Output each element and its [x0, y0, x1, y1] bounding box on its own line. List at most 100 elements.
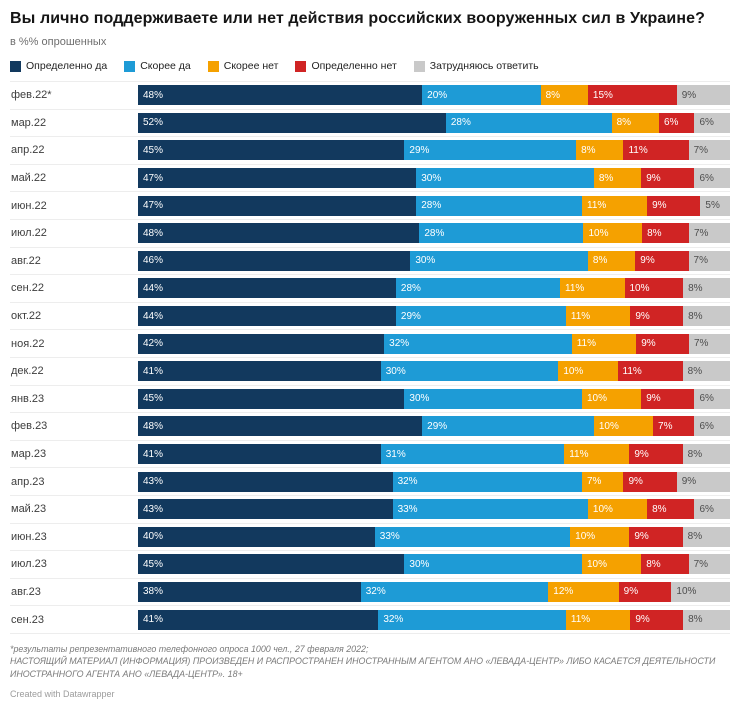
bar-row: янв.23 45% 30% 10% 9% 6% [10, 384, 730, 413]
bar-segment: 9% [629, 526, 683, 547]
bar-segment: 28% [416, 195, 582, 216]
bar-segment: 8% [576, 140, 624, 161]
stacked-bar: 44% 29% 11% 9% 8% [138, 306, 730, 327]
segment-value-label: 9% [640, 255, 655, 267]
legend-label: Скорее нет [223, 60, 279, 72]
bar-segment: 41% [138, 444, 381, 465]
bar-segment: 8% [611, 112, 659, 133]
stacked-bar: 48% 29% 10% 7% 6% [138, 416, 730, 437]
bar-segment: 8% [682, 444, 730, 465]
bar-segment: 10% [582, 388, 642, 409]
chart-container: Вы лично поддерживаете или нет действия … [10, 10, 731, 634]
segment-value-label: 44% [143, 282, 164, 294]
bar-segment: 5% [700, 195, 730, 216]
segment-value-label: 8% [687, 365, 703, 377]
segment-value-label: 10% [629, 282, 650, 294]
segment-value-label: 9% [681, 476, 697, 488]
segment-value-label: 46% [143, 255, 164, 267]
bar-segment: 30% [380, 361, 559, 382]
legend-item: Скорее нет [207, 60, 279, 72]
segment-value-label: 47% [143, 200, 164, 212]
stacked-bar: 41% 31% 11% 9% 8% [138, 444, 730, 465]
bar-row: мар.22 52% 28% 8% 6% 6% [10, 108, 730, 137]
segment-value-label: 41% [143, 614, 164, 626]
stacked-bar: 42% 32% 11% 9% 7% [138, 333, 730, 354]
bar-segment: 48% [138, 85, 423, 106]
bar-segment: 32% [392, 471, 582, 492]
row-label: сен.23 [11, 613, 44, 626]
bar-segment: 8% [683, 278, 730, 299]
segment-value-label: 30% [409, 393, 430, 405]
stacked-bar: 38% 32% 12% 9% 10% [138, 581, 730, 602]
segment-value-label: 9% [652, 200, 667, 212]
segment-value-label: 6% [699, 420, 714, 432]
segment-value-label: 7% [693, 144, 709, 156]
row-label: авг.22 [11, 254, 41, 267]
bar-segment: 8% [587, 250, 636, 271]
bar-segment: 30% [404, 554, 582, 575]
segment-value-label: 28% [424, 227, 445, 239]
segment-value-label: 28% [450, 117, 471, 129]
bar-segment: 47% [138, 168, 417, 189]
bar-segment: 11% [565, 609, 631, 630]
bar-row: мар.23 41% 31% 11% 9% 8% [10, 439, 730, 468]
segment-value-label: 42% [143, 338, 164, 350]
bar-segment: 8% [683, 306, 730, 327]
bar-row: май.23 43% 33% 10% 8% 6% [10, 494, 730, 523]
segment-value-label: 9% [646, 393, 661, 405]
bar-segment: 9% [636, 333, 689, 354]
segment-value-label: 5% [705, 200, 720, 212]
segment-value-label: 41% [143, 365, 164, 377]
segment-value-label: 33% [379, 531, 400, 543]
segment-value-label: 8% [581, 144, 596, 156]
segment-value-label: 28% [400, 282, 421, 294]
row-label: июл.22 [11, 227, 47, 240]
bar-row: сен.23 41% 32% 11% 9% 8% [10, 605, 730, 633]
segment-value-label: 52% [143, 117, 164, 129]
segment-value-label: 7% [693, 558, 709, 570]
stacked-bar: 43% 32% 7% 9% 9% [138, 471, 730, 492]
bar-segment: 11% [571, 333, 637, 354]
footnote-line-1: *результаты репрезентативного телефонног… [10, 643, 369, 654]
bar-row: дек.22 41% 30% 10% 11% 8% [10, 356, 730, 385]
segment-value-label: 11% [628, 144, 648, 156]
bar-row: ноя.22 42% 32% 11% 9% 7% [10, 329, 730, 357]
bar-segment: 33% [392, 499, 588, 520]
bar-segment: 15% [587, 85, 677, 106]
legend-label: Определенно да [26, 60, 108, 72]
bar-segment: 47% [138, 195, 417, 216]
segment-value-label: 11% [576, 338, 597, 350]
bar-segment: 11% [560, 278, 625, 299]
segment-value-label: 12% [553, 586, 574, 598]
segment-value-label: 43% [143, 503, 164, 515]
bar-segment: 44% [138, 306, 396, 327]
segment-value-label: 6% [699, 172, 714, 184]
chart-subtitle: в %% опрошенных [10, 36, 107, 48]
bar-segment: 11% [582, 195, 648, 216]
segment-value-label: 9% [641, 338, 656, 350]
segment-value-label: 43% [143, 476, 164, 488]
bar-segment: 8% [593, 168, 642, 189]
legend-item: Затрудняюсь ответить [413, 60, 539, 72]
bar-rows: фев.22* 48% 20% 8% 15% 9% мар.22 52% 28% 8% 6% 6% ап… [10, 81, 731, 634]
legend-label: Скорее да [140, 60, 191, 72]
datawrapper-attribution-link[interactable]: Created with Datawrapper [10, 689, 115, 700]
segment-value-label: 9% [634, 531, 649, 543]
bar-segment: 33% [374, 526, 571, 547]
legend-item: Определенно да [10, 60, 107, 72]
segment-value-label: 45% [143, 393, 164, 405]
bar-row: авг.23 38% 32% 12% 9% 10% [10, 577, 730, 606]
bar-segment: 20% [422, 85, 541, 106]
segment-value-label: 15% [592, 89, 613, 101]
segment-value-label: 10% [592, 503, 613, 515]
segment-value-label: 8% [688, 310, 703, 322]
bar-segment: 28% [419, 223, 584, 244]
stacked-bar: 47% 28% 11% 9% 5% [138, 195, 730, 216]
stacked-bar: 48% 20% 8% 15% 9% [138, 85, 730, 106]
segment-value-label: 9% [634, 448, 649, 460]
row-label: апр.23 [11, 475, 45, 488]
bar-segment: 11% [565, 306, 631, 327]
segment-value-label: 28% [421, 200, 442, 212]
bar-segment: 6% [694, 416, 730, 437]
bar-row: фев.22* 48% 20% 8% 15% 9% [10, 81, 730, 109]
